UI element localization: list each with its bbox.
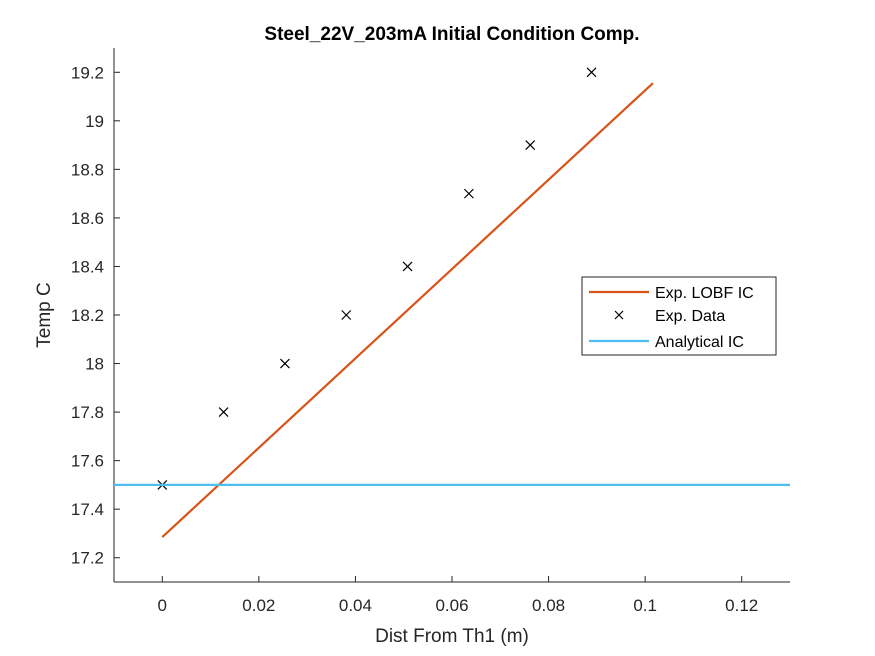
data-point bbox=[402, 261, 413, 272]
y-tick-label: 18 bbox=[85, 355, 104, 374]
legend-label-analytical: Analytical IC bbox=[655, 334, 744, 351]
x-tick-label: 0.08 bbox=[532, 596, 565, 615]
y-tick-label: 18.2 bbox=[71, 306, 104, 325]
data-point bbox=[280, 358, 290, 369]
data-point bbox=[525, 140, 536, 151]
data-point bbox=[218, 407, 229, 418]
x-tick-label: 0.1 bbox=[633, 596, 657, 615]
legend-label-data: Exp. Data bbox=[655, 308, 725, 325]
y-tick-label: 17.4 bbox=[71, 500, 104, 519]
chart-title: Steel_22V_203mA Initial Condition Comp. bbox=[264, 24, 639, 45]
series-line-0 bbox=[161, 82, 654, 538]
y-tick-label: 17.8 bbox=[71, 403, 104, 422]
y-ticks: 17.2 17.4 17.6 17.8 18 18.2 18.4 18.6 18.8 19 19.2 bbox=[71, 63, 120, 568]
y-tick-label: 18.4 bbox=[71, 257, 104, 276]
x-tick-label: 0.06 bbox=[435, 596, 468, 615]
data-point bbox=[341, 310, 352, 320]
series-layer bbox=[114, 67, 790, 538]
y-tick-label: 17.2 bbox=[71, 549, 104, 568]
legend: Exp. LOBF IC Exp. Data Analytical IC bbox=[581, 276, 777, 356]
x-tick-label: 0.04 bbox=[339, 596, 372, 615]
x-tick-label: 0.02 bbox=[242, 596, 275, 615]
legend-swatch-data bbox=[614, 310, 624, 320]
data-point bbox=[463, 188, 474, 199]
data-point bbox=[586, 67, 597, 78]
legend-label-lobf: Exp. LOBF IC bbox=[655, 285, 754, 302]
x-tick-label: 0.12 bbox=[725, 596, 758, 615]
y-tick-label: 17.6 bbox=[71, 452, 104, 471]
y-tick-label: 19 bbox=[85, 112, 104, 131]
x-axis-title: Dist From Th1 (m) bbox=[375, 626, 529, 647]
y-axis-title: Temp C bbox=[34, 282, 55, 347]
y-tick-label: 18.8 bbox=[71, 160, 104, 179]
x-ticks: 0 0.02 0.04 0.06 0.08 0.1 0.12 bbox=[158, 576, 758, 615]
y-tick-label: 18.6 bbox=[71, 209, 104, 228]
y-tick-label: 19.2 bbox=[71, 63, 104, 82]
x-tick-label: 0 bbox=[158, 596, 167, 615]
